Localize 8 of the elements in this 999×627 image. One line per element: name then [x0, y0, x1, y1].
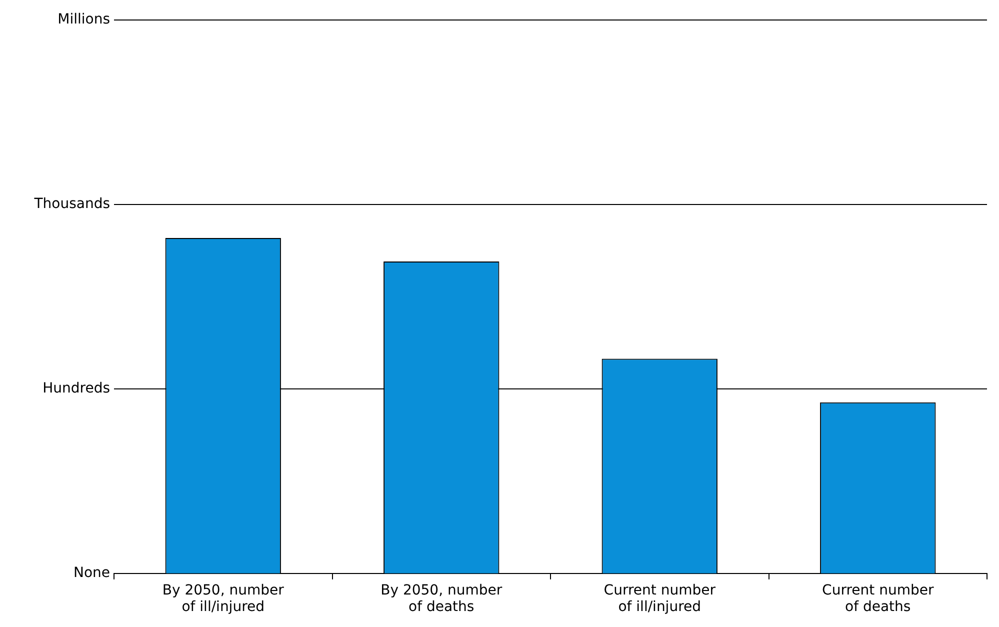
x-tick-label: By 2050, number of ill/injured [162, 582, 284, 616]
text: None [73, 565, 110, 582]
ref-line-label: Hundreds [42, 380, 110, 397]
x-tick-label: By 2050, number of deaths [380, 582, 502, 616]
ref-line-label: Thousands [33, 196, 110, 212]
x-tick-label: Current number of deaths [822, 582, 934, 616]
ref-line-label: Millions [58, 12, 110, 28]
x-tick-label: Current number of ill/injured [604, 582, 716, 616]
